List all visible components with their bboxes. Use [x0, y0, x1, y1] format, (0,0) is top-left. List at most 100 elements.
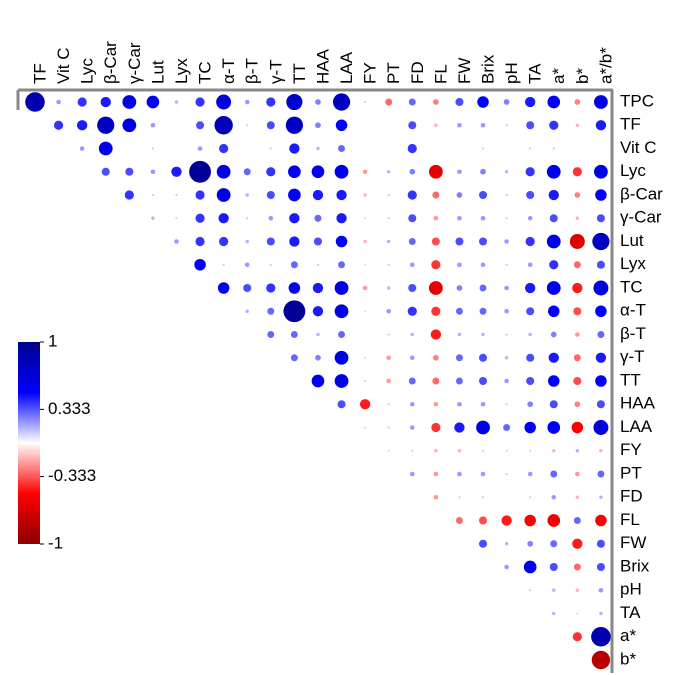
correlation-dot — [595, 305, 607, 317]
correlation-dot — [457, 332, 462, 337]
correlation-dot — [501, 515, 512, 526]
correlation-dot — [335, 235, 348, 248]
correlation-dot — [457, 449, 462, 453]
column-label: FW — [455, 58, 474, 84]
correlation-dot — [385, 98, 393, 106]
correlation-dot — [478, 353, 488, 362]
correlation-dot — [311, 374, 325, 388]
correlation-dot — [552, 449, 556, 453]
correlation-dot — [386, 170, 391, 174]
correlation-dot — [408, 377, 416, 385]
correlation-dot — [596, 260, 605, 269]
column-label: TT — [290, 63, 309, 84]
correlation-dot — [151, 193, 155, 197]
correlation-dot — [76, 120, 88, 131]
correlation-dot — [288, 165, 301, 179]
column-label: a*/b* — [596, 47, 615, 84]
correlation-dot — [290, 331, 298, 338]
correlation-dot — [595, 189, 607, 201]
correlation-dot — [285, 116, 304, 134]
correlation-dot — [53, 120, 64, 130]
correlation-dot — [569, 234, 585, 249]
correlation-dot — [525, 96, 536, 108]
correlation-dot — [56, 99, 61, 105]
correlation-dot — [527, 262, 533, 268]
correlation-dot — [428, 281, 443, 295]
correlation-dot — [312, 306, 324, 317]
correlation-dot — [572, 282, 583, 294]
column-label: LAA — [337, 51, 356, 84]
correlation-dot — [457, 401, 462, 407]
correlation-dot — [409, 401, 415, 407]
column-label: Vit C — [54, 47, 73, 84]
correlation-dot — [572, 632, 582, 642]
row-label: TPC — [620, 91, 654, 110]
correlation-dot — [171, 166, 182, 177]
correlation-dot — [432, 191, 440, 199]
correlation-dot — [479, 284, 487, 292]
correlation-dot — [337, 400, 346, 409]
correlation-dot — [269, 263, 272, 266]
correlation-dot — [596, 539, 605, 548]
row-label: TF — [620, 115, 641, 134]
correlation-dot — [388, 147, 390, 150]
colorbar — [18, 342, 40, 544]
colorbar-label: 0.333 — [48, 399, 91, 418]
correlation-dot — [243, 283, 252, 293]
correlation-dot — [197, 146, 203, 151]
correlation-dot — [407, 143, 417, 154]
row-label: TT — [620, 370, 641, 389]
correlation-dot — [504, 356, 509, 360]
correlation-dot — [334, 304, 349, 319]
row-label: β-T — [620, 324, 646, 343]
correlation-dot — [505, 403, 508, 406]
correlation-dot — [267, 307, 275, 315]
correlation-dot — [150, 122, 156, 128]
correlation-dot — [98, 141, 113, 156]
column-label: a* — [549, 68, 568, 84]
correlation-dot — [546, 281, 561, 295]
correlation-dot — [288, 188, 301, 202]
correlation-dot — [547, 514, 561, 527]
correlation-dot — [547, 95, 561, 109]
correlation-dot — [336, 213, 347, 224]
correlation-dot — [364, 333, 366, 336]
correlation-dot — [77, 97, 87, 107]
correlation-dot — [196, 121, 205, 130]
correlation-dot — [572, 538, 583, 549]
column-label: Lut — [148, 60, 167, 84]
column-label: PT — [384, 62, 403, 84]
correlation-dot — [334, 374, 349, 388]
correlation-dot — [552, 588, 556, 592]
correlation-dot — [245, 239, 249, 244]
correlation-dot — [387, 217, 390, 220]
correlation-dot — [246, 124, 249, 127]
correlation-dot — [386, 308, 392, 314]
correlation-dot — [387, 449, 390, 452]
correlation-dot — [574, 401, 581, 408]
correlation-dot — [124, 190, 134, 200]
correlation-dot — [480, 262, 486, 268]
correlation-dot — [505, 263, 508, 266]
row-label: γ-T — [620, 347, 645, 366]
correlation-dot — [290, 354, 298, 362]
correlation-dot — [407, 190, 417, 200]
correlation-dot — [266, 190, 275, 200]
correlation-dot — [574, 99, 581, 105]
column-label: TC — [196, 61, 215, 84]
correlation-dot — [25, 92, 45, 112]
correlation-dot — [525, 236, 535, 247]
correlation-dot — [335, 119, 348, 131]
correlation-dot — [386, 239, 391, 244]
correlation-dot — [525, 282, 536, 294]
correlation-dot — [409, 355, 415, 361]
correlation-dot — [316, 146, 320, 151]
correlation-dot — [596, 214, 605, 223]
correlation-dot — [194, 259, 206, 271]
correlation-dot — [122, 95, 137, 109]
correlation-dot — [529, 496, 532, 499]
correlation-dot — [428, 164, 443, 179]
correlation-dot — [387, 263, 390, 266]
correlation-dot — [455, 97, 464, 107]
